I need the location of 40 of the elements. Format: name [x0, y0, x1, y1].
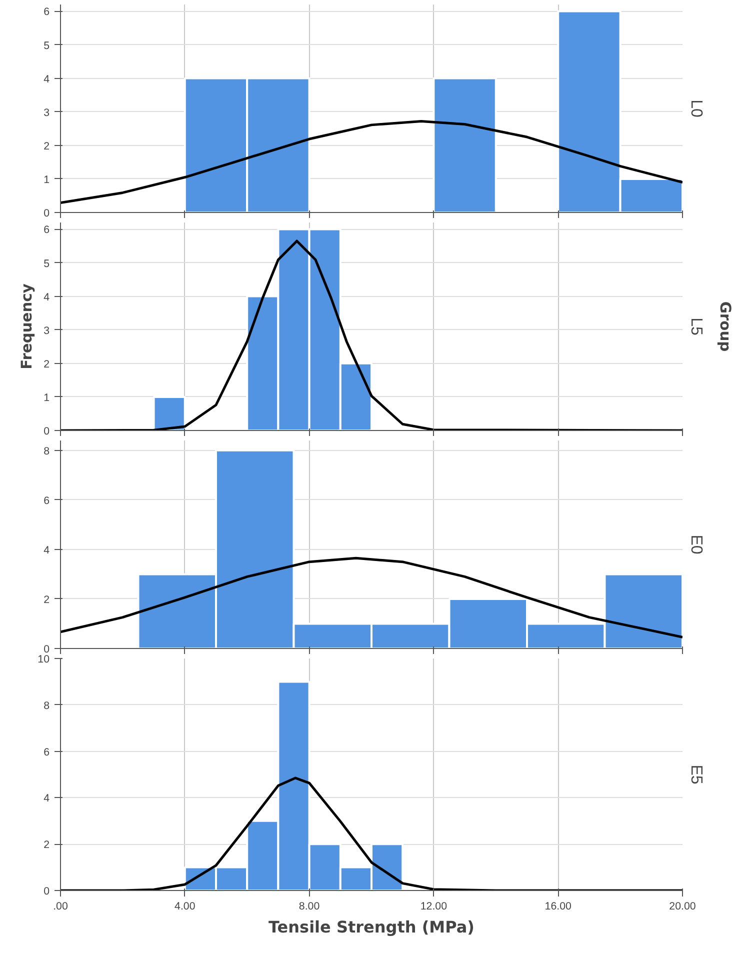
text: E5 — [688, 764, 704, 784]
x-axis-title: Tensile Strength (MPa) — [268, 918, 474, 936]
y-tick-label: 2 — [44, 839, 50, 852]
x-tick-label: 12.00 — [420, 900, 448, 912]
y-tick-label: 4 — [44, 291, 50, 304]
y-tick-label: 1 — [44, 174, 50, 186]
y-tick-label: 8 — [44, 700, 50, 712]
y-tick-label: 8 — [44, 445, 50, 458]
y-tick-label: 2 — [44, 140, 50, 152]
y-tick-label: 6 — [44, 224, 50, 236]
x-tick-label: 8.00 — [298, 900, 320, 912]
y-tick-label: 3 — [44, 106, 50, 119]
x-tick-label: 4.00 — [174, 900, 196, 912]
y-tick-label: 4 — [44, 544, 50, 556]
text: L0 — [688, 100, 704, 118]
x-tick-label: 20.00 — [669, 900, 696, 912]
y-tick-label: 2 — [44, 594, 50, 606]
x-tick-label: .00 — [53, 900, 68, 912]
y-tick-label: 4 — [44, 792, 50, 805]
x-tick-label: 16.00 — [544, 900, 572, 912]
y-tick-label: 2 — [44, 358, 50, 370]
y-axis-title: Frequency — [18, 283, 36, 370]
y-tick-label: 1 — [44, 392, 50, 404]
y-tick-label: 3 — [44, 324, 50, 337]
y-tick-label: 6 — [44, 746, 50, 758]
line-series — [60, 120, 682, 204]
y-tick-label: 4 — [44, 73, 50, 86]
y2-axis-title: Group — [716, 301, 734, 352]
line-series — [60, 556, 682, 638]
y-tick-label: 5 — [44, 258, 50, 270]
y-tick-label: 0 — [44, 426, 50, 438]
y-tick-label: 5 — [44, 40, 50, 52]
y-tick-label: 0 — [44, 644, 50, 656]
y-tick-label: 6 — [44, 6, 50, 18]
y-tick-label: 0 — [44, 886, 50, 898]
y-tick-label: 10 — [38, 654, 50, 666]
y-tick-label: 6 — [44, 494, 50, 507]
y-tick-label: 0 — [44, 208, 50, 220]
text: E0 — [688, 534, 704, 554]
text: L5 — [688, 318, 704, 336]
